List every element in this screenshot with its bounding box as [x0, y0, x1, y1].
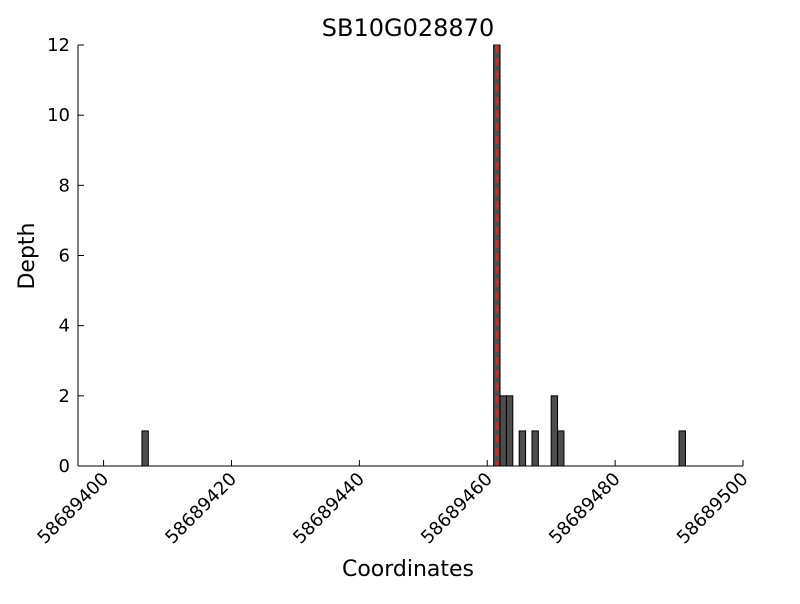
y-tick-label: 12 — [47, 35, 70, 56]
bar — [141, 430, 149, 467]
y-tick-label: 10 — [47, 105, 70, 126]
x-tick-label: 58689480 — [545, 469, 625, 549]
x-tick-label: 58689440 — [289, 469, 369, 549]
chart-title: SB10G028870 — [322, 14, 494, 42]
y-tick-label: 2 — [59, 386, 70, 407]
x-axis-title: Coordinates — [342, 557, 474, 582]
x-tick-label: 58689400 — [33, 469, 113, 549]
y-axis-title: Depth — [15, 222, 40, 289]
x-tick-label: 58689460 — [417, 469, 497, 549]
bar — [550, 395, 559, 467]
bar — [678, 430, 686, 467]
bar — [557, 430, 565, 467]
bar — [531, 430, 539, 467]
y-tick-label: 8 — [59, 175, 70, 196]
bar — [499, 395, 507, 467]
y-tick-label: 0 — [59, 456, 70, 477]
y-tick-label: 4 — [59, 316, 70, 337]
x-tick-label: 58689420 — [161, 469, 241, 549]
bar — [518, 430, 527, 467]
x-tick-label: 58689500 — [673, 469, 753, 549]
y-tick-label: 6 — [59, 246, 70, 267]
bar — [505, 395, 514, 467]
